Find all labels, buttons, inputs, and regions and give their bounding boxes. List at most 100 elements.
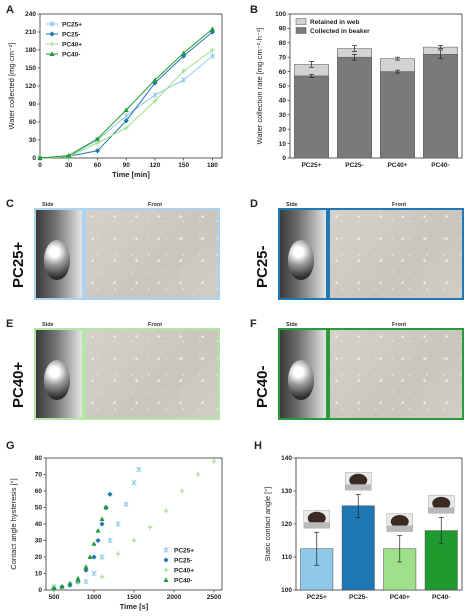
chart-h-droplet-shape xyxy=(390,515,409,529)
chart-g-point xyxy=(75,575,81,581)
chart-g-ylabel: Contact angle hysteresis [°] xyxy=(9,478,18,569)
chart-g-point xyxy=(131,479,137,486)
chart-g-point xyxy=(59,584,65,589)
chart-b-legend-swatch xyxy=(295,18,307,25)
chart-g-ytick-label: 40 xyxy=(35,521,43,528)
chart-g-ytick-label: 80 xyxy=(35,455,43,462)
chart-g-legend-label: PC25+ xyxy=(174,547,194,554)
chart-g-ytick-label: 0 xyxy=(38,587,42,594)
chart-g-point xyxy=(99,554,105,560)
droplet-image xyxy=(44,360,70,400)
chart-g-point xyxy=(211,458,217,464)
chart-g-point xyxy=(83,564,89,569)
chart-b-xtick-label: PC25- xyxy=(345,162,363,169)
chart-a-legend-label: PC25+ xyxy=(62,21,82,28)
chart-g-point xyxy=(179,488,185,494)
photo-side-view xyxy=(34,328,84,420)
chart-g-legend-marker xyxy=(163,547,169,553)
chart-a-ytick-label: 90 xyxy=(29,101,37,108)
panel-label-h: H xyxy=(254,440,262,452)
chart-g-ytick-label: 20 xyxy=(35,554,43,561)
chart-h-droplet-surface xyxy=(386,525,413,532)
chart-g-ytick-label: 50 xyxy=(35,505,43,512)
chart-g-legend-marker xyxy=(163,567,169,573)
chart-a-ytick-label: 60 xyxy=(29,119,37,126)
chart-b-xtick-label: PC40+ xyxy=(387,162,407,169)
chart-a-legend-label: PC25- xyxy=(62,31,80,38)
chart-a-point xyxy=(209,26,215,31)
chart-h-xtick-label: PC40+ xyxy=(390,594,410,601)
chart-a-legend-marker xyxy=(49,41,55,47)
chart-b-ytick-label: 100 xyxy=(275,11,286,18)
chart-b-ytick-label: 60 xyxy=(279,69,287,76)
chart-h-ytick-label: 120 xyxy=(281,521,292,528)
photo-sample-label: PC40+ xyxy=(10,361,27,408)
photo-front-view xyxy=(84,328,220,420)
chart-g-point xyxy=(91,554,97,560)
chart-g-point xyxy=(136,466,142,473)
chart-g-point xyxy=(87,554,93,559)
chart-g-point xyxy=(95,528,101,533)
chart-h-xtick-label: PC25- xyxy=(349,594,367,601)
photo-front-title: Front xyxy=(148,202,163,208)
chart-a-legend-label: PC40- xyxy=(62,51,80,58)
chart-b-ytick-label: 0 xyxy=(282,155,286,162)
chart-a-ytick-label: 180 xyxy=(25,47,36,54)
photo-front-title: Front xyxy=(392,322,407,328)
chart-h-droplet-shape xyxy=(349,473,368,487)
chart-a-point xyxy=(123,125,129,131)
chart-g-hysteresis: 0 10 20 30 40 50 60 70 80 500 1000 1500 2000 2500 Time… xyxy=(9,455,223,611)
chart-a-xtick-label: 60 xyxy=(94,162,102,169)
chart-g-xtick-label: 500 xyxy=(49,594,60,601)
chart-g-point xyxy=(131,538,137,543)
chart-h-droplet-surface xyxy=(345,484,372,491)
chart-a-point xyxy=(123,107,129,112)
photo-front-view xyxy=(328,208,464,300)
droplet-image xyxy=(44,240,70,280)
chart-b-bar-collected xyxy=(380,71,415,159)
panel-label-g: G xyxy=(6,440,15,452)
photo-sample-label: PC25+ xyxy=(10,241,27,288)
chart-h-xtick-label: PC40- xyxy=(432,594,450,601)
chart-a-point xyxy=(152,98,158,104)
chart-h-ytick-label: 140 xyxy=(281,455,292,462)
chart-g-point xyxy=(99,521,105,527)
chart-a-point xyxy=(94,136,100,141)
photo-side-title: Side xyxy=(286,202,298,208)
chart-h-droplet-surface xyxy=(303,522,330,529)
chart-g-legend-label: PC40+ xyxy=(174,567,194,574)
photo-sample-label: PC25- xyxy=(254,245,271,288)
chart-h-ytick-label: 100 xyxy=(281,587,292,594)
chart-b-bar-collected xyxy=(294,75,329,159)
photo-front-title: Front xyxy=(148,322,163,328)
chart-g-point xyxy=(99,516,105,522)
chart-g-point xyxy=(67,580,73,586)
chart-g-point xyxy=(195,472,201,477)
chart-b-xtick-label: PC40- xyxy=(431,162,449,169)
chart-a-point xyxy=(37,155,43,160)
chart-h-xtick-label: PC25+ xyxy=(307,594,327,601)
chart-h-droplet-shape xyxy=(432,496,451,510)
chart-a-point xyxy=(123,113,129,119)
chart-a-ytick-label: 210 xyxy=(25,29,36,36)
chart-g-point xyxy=(75,580,81,586)
chart-b-ylabel: Water collection rate [mg·cm⁻²·h⁻¹] xyxy=(255,28,264,145)
photo-front-title: Front xyxy=(392,202,407,208)
chart-g-point xyxy=(95,537,101,544)
photo-side-title: Side xyxy=(42,322,54,328)
chart-g-xtick-label: 2500 xyxy=(207,594,222,601)
chart-a-ytick-label: 0 xyxy=(32,155,36,162)
photo-front-view xyxy=(84,208,220,300)
chart-h-bar xyxy=(424,530,458,591)
chart-h-droplet-shape xyxy=(307,511,326,525)
photo-side-view xyxy=(278,208,328,300)
chart-g-xtick-label: 1000 xyxy=(87,594,102,601)
chart-g-point xyxy=(91,570,97,577)
chart-h-contact-angle: 100 110 120 130 140 Static contact angle [°] P… xyxy=(263,455,463,601)
chart-a-ylabel: Water collected [mg·cm⁻²] xyxy=(7,42,16,129)
chart-b-ytick-label: 30 xyxy=(279,112,287,119)
chart-a-point xyxy=(66,153,72,158)
chart-a-xtick-label: 30 xyxy=(65,162,73,169)
chart-b-ytick-label: 50 xyxy=(279,83,287,90)
chart-a-point xyxy=(209,47,215,53)
